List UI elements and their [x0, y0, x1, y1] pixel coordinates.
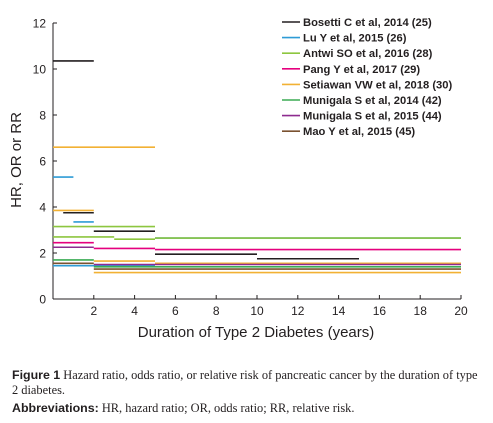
y-tick-label: 2	[39, 247, 46, 261]
y-tick-label: 4	[39, 201, 46, 215]
y-tick-label: 0	[39, 293, 46, 307]
figure-caption-text: Hazard ratio, odds ratio, or relative ri…	[12, 368, 478, 397]
chart-legend: Bosetti C et al, 2014 (25) Lu Y et al, 20…	[282, 17, 453, 138]
abbreviations-text: HR, hazard ratio; OR, odds ratio; RR, re…	[98, 401, 355, 415]
figure-caption: Figure 1 Hazard ratio, odds ratio, or re…	[12, 368, 482, 398]
chart-canvas: 0 2 4 6 8 10 12 2 4 6 8 10 12 14 16 18 20 Bosetti C et a…	[8, 17, 468, 342]
abbreviations-label: Abbreviations:	[12, 401, 99, 415]
x-tick-label: 2	[90, 304, 97, 318]
x-tick-label: 14	[332, 304, 346, 318]
x-tick-label: 6	[172, 304, 179, 318]
chart-axes: 0 2 4 6 8 10 12 2 4 6 8 10 12 14 16 18 20	[33, 17, 468, 319]
y-tick-label: 6	[39, 155, 46, 169]
x-tick-label: 16	[373, 304, 387, 318]
y-tick-label: 12	[33, 17, 47, 31]
x-tick-label: 10	[250, 304, 264, 318]
y-axis-label: HR, OR or RR	[8, 112, 25, 208]
legend-label: Antwi SO et al, 2016 (28)	[303, 48, 433, 60]
legend-label: Setiawan VW et al, 2018 (30)	[303, 79, 453, 91]
x-tick-label: 18	[414, 304, 428, 318]
legend-label: Pang Y et al, 2017 (29)	[303, 64, 420, 76]
abbreviations-note: Abbreviations: HR, hazard ratio; OR, odd…	[12, 401, 482, 416]
legend-label: Munigala S et al, 2014 (42)	[303, 95, 442, 107]
chart-marks	[53, 60, 461, 274]
y-tick-label: 10	[33, 63, 47, 77]
figure-label: Figure 1	[12, 368, 61, 382]
legend-label: Mao Y et al, 2015 (45)	[303, 126, 415, 138]
x-tick-label: 8	[213, 304, 220, 318]
legend-label: Bosetti C et al, 2014 (25)	[303, 17, 432, 29]
x-tick-label: 12	[291, 304, 305, 318]
x-tick-label: 20	[454, 304, 468, 318]
legend-label: Munigala S et al, 2015 (44)	[303, 111, 442, 123]
x-axis-label: Duration of Type 2 Diabetes (years)	[138, 324, 375, 341]
y-tick-label: 8	[39, 109, 46, 123]
x-tick-label: 4	[131, 304, 138, 318]
legend-label: Lu Y et al, 2015 (26)	[303, 33, 407, 45]
